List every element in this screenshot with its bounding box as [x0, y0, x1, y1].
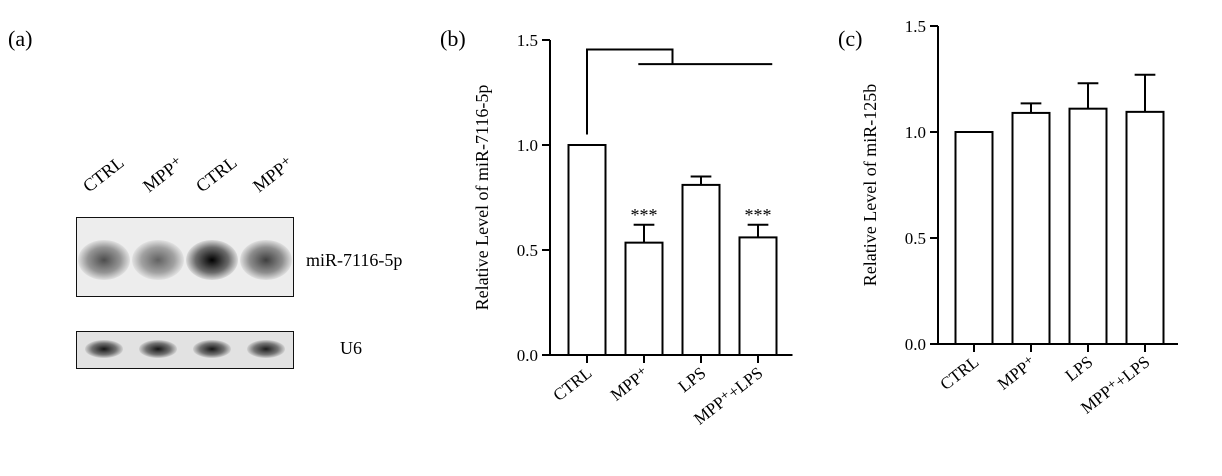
- chart-b-xtick-label-2: LPS: [675, 363, 710, 396]
- chart-c-ytick-label-0: 0.0: [905, 335, 926, 354]
- blot-top-band-4: [240, 240, 292, 280]
- chart-c-bar-0: [954, 131, 994, 345]
- lane-label-4: MPP⁺: [249, 152, 298, 197]
- bar-chart-c: 0.0 0.5 1.0 1.5 Relative Level of miR-125b CT…: [860, 17, 1178, 418]
- chart-b-significance-3: ***: [745, 205, 772, 225]
- lane-label-3: CTRL: [192, 152, 241, 197]
- chart-b-significance-1: ***: [631, 205, 658, 225]
- blot-top-band-1: [78, 240, 130, 280]
- chart-c-bar-1: [1011, 111, 1051, 345]
- chart-c-bar-3: [1125, 110, 1165, 345]
- chart-c-bar-2: [1068, 107, 1108, 346]
- chart-b-xtick-label-1: MPP⁺: [607, 363, 653, 404]
- chart-b-ytick-label-0: 0.0: [517, 346, 538, 365]
- chart-b-ytick-label-2: 1.0: [517, 136, 538, 155]
- chart-c-xtick-label-1: MPP⁺: [994, 352, 1040, 393]
- mir7116-blot-label: miR-7116-5p: [306, 250, 403, 270]
- blot-top-band-3: [186, 240, 238, 280]
- chart-b-ytick-label-3: 1.5: [517, 31, 538, 50]
- u6-blot-label: U6: [340, 338, 362, 358]
- panel-a-letter: (a): [8, 26, 33, 51]
- lane-label-1: CTRL: [79, 152, 128, 197]
- lane-label-2: MPP⁺: [139, 152, 188, 197]
- chart-b-y-label: Relative Level of miR-7116-5p: [472, 85, 492, 311]
- blot-bottom-band-4: [246, 340, 286, 358]
- blot-bottom-band-2: [138, 340, 178, 358]
- blot-top-band-2: [132, 240, 184, 280]
- chart-b-bar-1: [624, 241, 664, 356]
- panel-b-letter: (b): [440, 26, 466, 51]
- mir7116-blot: [76, 217, 294, 297]
- chart-b-bar-0: [567, 144, 607, 356]
- chart-b-bar-2: [681, 183, 721, 356]
- chart-b-ytick-label-1: 0.5: [517, 241, 538, 260]
- chart-c-ytick-label-1: 0.5: [905, 229, 926, 248]
- chart-b-bar-3: [738, 236, 778, 356]
- chart-c-ytick-label-2: 1.0: [905, 123, 926, 142]
- blot-bottom-band-3: [192, 340, 232, 358]
- panel-c-letter: (c): [838, 26, 863, 51]
- chart-c-ytick-label-3: 1.5: [905, 17, 926, 36]
- bar-chart-b: 0.0 0.5 1.0 1.5 Relative Level of miR-7116-5…: [472, 31, 793, 429]
- chart-c-y-label: Relative Level of miR-125b: [860, 84, 880, 286]
- u6-blot: [76, 331, 294, 369]
- chart-c-xtick-label-0: CTRL: [937, 352, 983, 394]
- chart-c-xtick-label-2: LPS: [1062, 352, 1097, 385]
- chart-b-comparison-bracket: [586, 48, 674, 135]
- blot-bottom-band-1: [84, 340, 124, 358]
- chart-b-xtick-label-0: CTRL: [550, 363, 596, 405]
